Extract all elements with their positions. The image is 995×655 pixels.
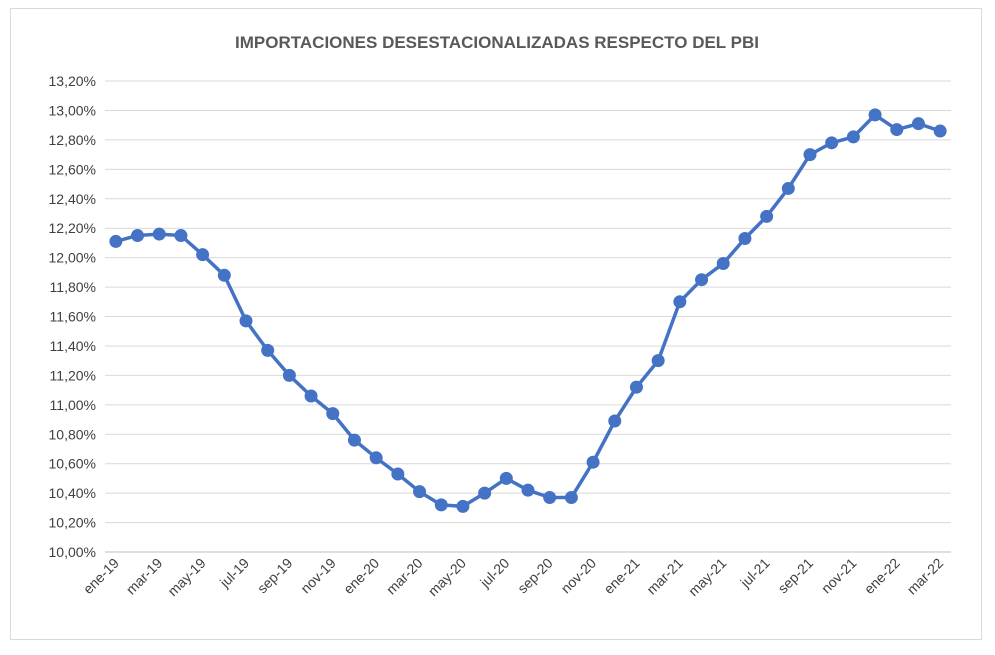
x-tick-label: ene-19: [80, 555, 122, 597]
y-tick-label: 11,40%: [50, 338, 96, 354]
data-point: [673, 295, 687, 309]
data-point: [651, 354, 665, 368]
data-point: [174, 229, 188, 243]
y-tick-label: 12,00%: [49, 250, 96, 266]
data-point: [261, 343, 275, 357]
data-point: [781, 181, 795, 195]
y-tick-label: 10,80%: [49, 426, 96, 442]
y-tick-label: 13,00%: [49, 102, 96, 118]
x-tick-label: jul-20: [476, 555, 512, 591]
x-tick-label: mar-21: [643, 555, 686, 598]
data-point: [738, 231, 752, 245]
data-point: [803, 148, 817, 162]
chart-title: IMPORTACIONES DESESTACIONALIZADAS RESPEC…: [235, 33, 759, 52]
data-point: [521, 483, 535, 497]
y-tick-label: 11,20%: [50, 367, 96, 383]
data-point: [326, 407, 340, 421]
y-tick-label: 11,80%: [50, 279, 96, 295]
x-tick-label: may-21: [685, 555, 729, 599]
x-tick-label: nov-19: [297, 555, 339, 597]
data-point: [911, 117, 925, 131]
data-point: [868, 108, 882, 122]
data-point: [846, 130, 860, 144]
data-point: [413, 485, 427, 499]
x-tick-label: ene-21: [600, 555, 642, 597]
x-tick-label: mar-22: [904, 555, 947, 598]
data-point: [152, 227, 166, 241]
series-line-group: [109, 108, 947, 513]
chart-frame: IMPORTACIONES DESESTACIONALIZADAS RESPEC…: [10, 8, 982, 640]
data-point: [890, 123, 904, 137]
x-tick-label: ene-22: [861, 555, 903, 597]
x-tick-label: sep-21: [775, 555, 817, 597]
x-tick-label: mar-20: [383, 555, 426, 598]
y-tick-label: 13,20%: [49, 73, 96, 89]
y-tick-label: 10,40%: [49, 485, 96, 501]
y-tick-label: 11,00%: [50, 397, 96, 413]
x-tick-label: nov-21: [818, 555, 860, 597]
data-point: [629, 380, 643, 394]
x-tick-label: may-20: [425, 555, 469, 599]
y-tick-label: 12,40%: [49, 191, 96, 207]
data-point: [131, 229, 145, 243]
data-point: [608, 414, 622, 428]
gridlines: [105, 80, 951, 553]
x-tick-label: ene-20: [340, 555, 382, 597]
data-point: [456, 499, 470, 513]
data-point: [543, 491, 557, 505]
data-point: [716, 257, 730, 271]
y-tick-label: 12,80%: [49, 132, 96, 148]
data-point: [695, 273, 709, 287]
data-point: [109, 234, 123, 248]
x-axis-tick-labels: ene-19 mar-19 may-19 jul-19 sep-19 nov-19 ene-…: [80, 555, 947, 599]
x-tick-label: nov-20: [558, 555, 600, 597]
data-point: [564, 491, 578, 505]
data-point: [282, 368, 296, 382]
y-tick-label: 11,60%: [50, 309, 96, 325]
line-chart: IMPORTACIONES DESESTACIONALIZADAS RESPEC…: [49, 33, 951, 599]
data-point: [825, 136, 839, 150]
x-tick-label: sep-19: [254, 555, 296, 597]
data-point: [369, 451, 383, 465]
data-point: [347, 433, 361, 447]
y-axis-tick-labels: 10,00% 10,20% 10,40% 10,60% 10,80% 11,00% 11,2…: [49, 73, 96, 560]
data-point: [933, 124, 947, 138]
data-point: [478, 486, 492, 500]
data-point: [586, 455, 600, 469]
y-tick-label: 10,20%: [49, 515, 96, 531]
series-line: [115, 113, 941, 509]
data-point: [499, 471, 513, 485]
x-tick-label: may-19: [164, 555, 208, 599]
data-point: [760, 209, 774, 223]
x-tick-label: mar-19: [123, 555, 166, 598]
y-tick-label: 10,00%: [49, 544, 96, 560]
x-tick-label: jul-21: [736, 555, 772, 591]
data-point: [391, 467, 405, 481]
y-tick-label: 12,60%: [49, 161, 96, 177]
data-point: [217, 268, 231, 282]
x-tick-label: jul-19: [216, 555, 252, 591]
data-point: [304, 389, 318, 403]
y-tick-label: 12,20%: [49, 220, 96, 236]
y-tick-label: 10,60%: [49, 456, 96, 472]
x-tick-label: sep-20: [514, 555, 556, 597]
data-point: [239, 314, 253, 328]
data-point: [434, 498, 448, 512]
data-point: [196, 248, 210, 262]
